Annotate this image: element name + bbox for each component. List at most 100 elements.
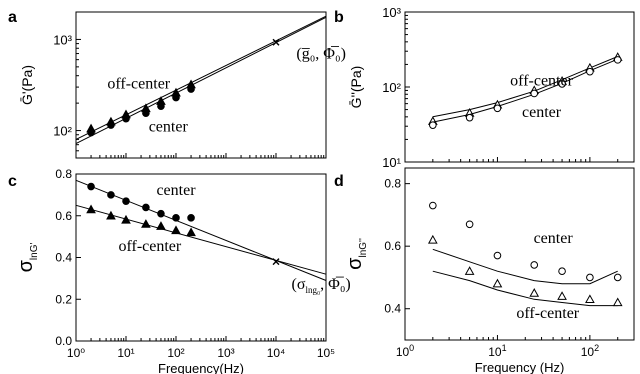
- data-point: [558, 267, 566, 276]
- data-point: [585, 294, 595, 304]
- annotation: off-center: [107, 75, 170, 92]
- y-tick-label: 10²: [53, 124, 72, 139]
- y-tick-label: 10³: [382, 5, 401, 20]
- y-tick-label: 10³: [53, 32, 72, 47]
- data-point: [142, 203, 150, 212]
- fit-line-center: [75, 16, 327, 145]
- data-point: [171, 225, 181, 235]
- data-point: [187, 85, 195, 93]
- data-point: [612, 297, 623, 307]
- annotation: center: [522, 104, 562, 121]
- data-point: [87, 182, 95, 191]
- x-tick-label: 10³: [217, 346, 234, 360]
- data-point: [107, 191, 115, 199]
- data-point: [156, 221, 166, 230]
- data-point: [586, 273, 594, 282]
- y-axis-label: Ḡ''(Pa): [348, 66, 364, 109]
- data-point: [107, 121, 115, 129]
- data-point: [530, 89, 539, 98]
- panel-a: a 10² 10³ Ḡ'(Pa) off-center center (g̅₀, Φ̅₀): [8, 9, 346, 159]
- y-tick-label: 10²: [382, 80, 401, 95]
- data-point: [493, 251, 502, 260]
- y-axis-label: σlnG': [15, 243, 40, 273]
- data-point: [87, 128, 95, 137]
- data-point: [122, 114, 130, 123]
- data-point: [613, 273, 622, 282]
- x-tick-label: 10²: [167, 346, 184, 360]
- point-label: (σlng₀, Φ̅₀): [292, 276, 351, 295]
- x-axis-label: Frequency (Hz): [475, 360, 565, 374]
- x-tick-label: 10⁵: [317, 346, 335, 360]
- data-point: [465, 113, 474, 122]
- data-point: [429, 121, 437, 129]
- annotation: center: [534, 230, 574, 247]
- fit-line-off-center: [75, 15, 327, 140]
- data-point: [157, 209, 165, 218]
- data-point: [492, 278, 503, 288]
- y-tick-label: 0.8: [384, 177, 401, 191]
- x-tick-label: 10¹: [117, 346, 134, 360]
- x-tick-label: 100: [396, 343, 414, 359]
- annotation: center: [156, 182, 196, 199]
- data-point: [429, 201, 437, 210]
- data-point: [106, 210, 116, 220]
- data-point: [529, 288, 540, 297]
- annotation: (g̅₀, Φ̅₀): [296, 45, 346, 62]
- plot-frame: [75, 11, 327, 159]
- data-point: [172, 93, 180, 102]
- panel-d: d 100 101 102 0.4 0.6 0.8 Frequency (Hz) σlnG'' c…: [334, 167, 635, 374]
- panel-b: b 10¹ 10² 10³ Ḡ''(Pa) off-center center: [334, 5, 635, 170]
- annotation: off-center: [516, 305, 579, 322]
- y-tick-label: 10¹: [382, 155, 401, 170]
- panel-label-c: c: [8, 173, 17, 190]
- data-point: [187, 214, 195, 222]
- y-tick-label: 0.4: [55, 251, 72, 265]
- panel-label-a: a: [8, 9, 17, 26]
- extrapolated-point: [272, 258, 280, 266]
- data-point: [142, 109, 150, 118]
- x-tick-label: 10⁰: [67, 346, 85, 360]
- data-point: [172, 214, 180, 222]
- y-tick-label: 0.8: [55, 167, 72, 181]
- data-point: [558, 80, 566, 88]
- data-point: [613, 56, 622, 64]
- plot-frame: [75, 173, 327, 342]
- x-tick-label: 10⁴: [267, 346, 286, 360]
- x-tick-label: 102: [581, 343, 599, 359]
- annotation: center: [149, 118, 189, 135]
- y-tick-label: 0.6: [55, 209, 72, 223]
- data-point: [186, 227, 196, 237]
- y-tick-label: 0.2: [55, 292, 72, 306]
- x-axis-label: Frequency(Hz): [158, 361, 244, 374]
- panel-label-b: b: [334, 9, 344, 26]
- data-point: [122, 197, 130, 205]
- x-tick-label: 101: [488, 343, 506, 359]
- panel-c: c 10⁰ 10¹ 10² 10³ 10⁴ 10⁵ 0.0 0.2 0.4 0.6 0.8 Freque…: [8, 167, 351, 374]
- y-tick-label: 0.4: [384, 302, 401, 316]
- data-point: [427, 234, 438, 244]
- data-point: [586, 67, 594, 76]
- fit-line-center: [432, 248, 618, 285]
- y-tick-label: 0.6: [384, 239, 401, 253]
- annotation: off-center: [118, 238, 181, 255]
- data-point: [86, 204, 96, 214]
- fit-line-off-center: [432, 270, 618, 307]
- y-axis-label: σlnG'': [344, 238, 369, 270]
- data-point: [557, 291, 567, 300]
- fit-line-off-center: [75, 204, 327, 275]
- data-point: [157, 102, 165, 111]
- y-axis-label: Ḡ'(Pa): [19, 65, 35, 105]
- data-point: [141, 219, 151, 228]
- plot-frame: [404, 167, 635, 341]
- data-point: [465, 220, 474, 229]
- data-point: [464, 266, 475, 275]
- fit-line-center: [75, 179, 327, 281]
- data-point: [493, 104, 502, 113]
- data-point: [530, 261, 539, 269]
- annotation: off-center: [510, 72, 573, 89]
- y-tick-label: 0.0: [55, 334, 72, 348]
- panel-label-d: d: [334, 173, 344, 190]
- data-point: [121, 214, 131, 224]
- extrapolated-point: [272, 38, 280, 46]
